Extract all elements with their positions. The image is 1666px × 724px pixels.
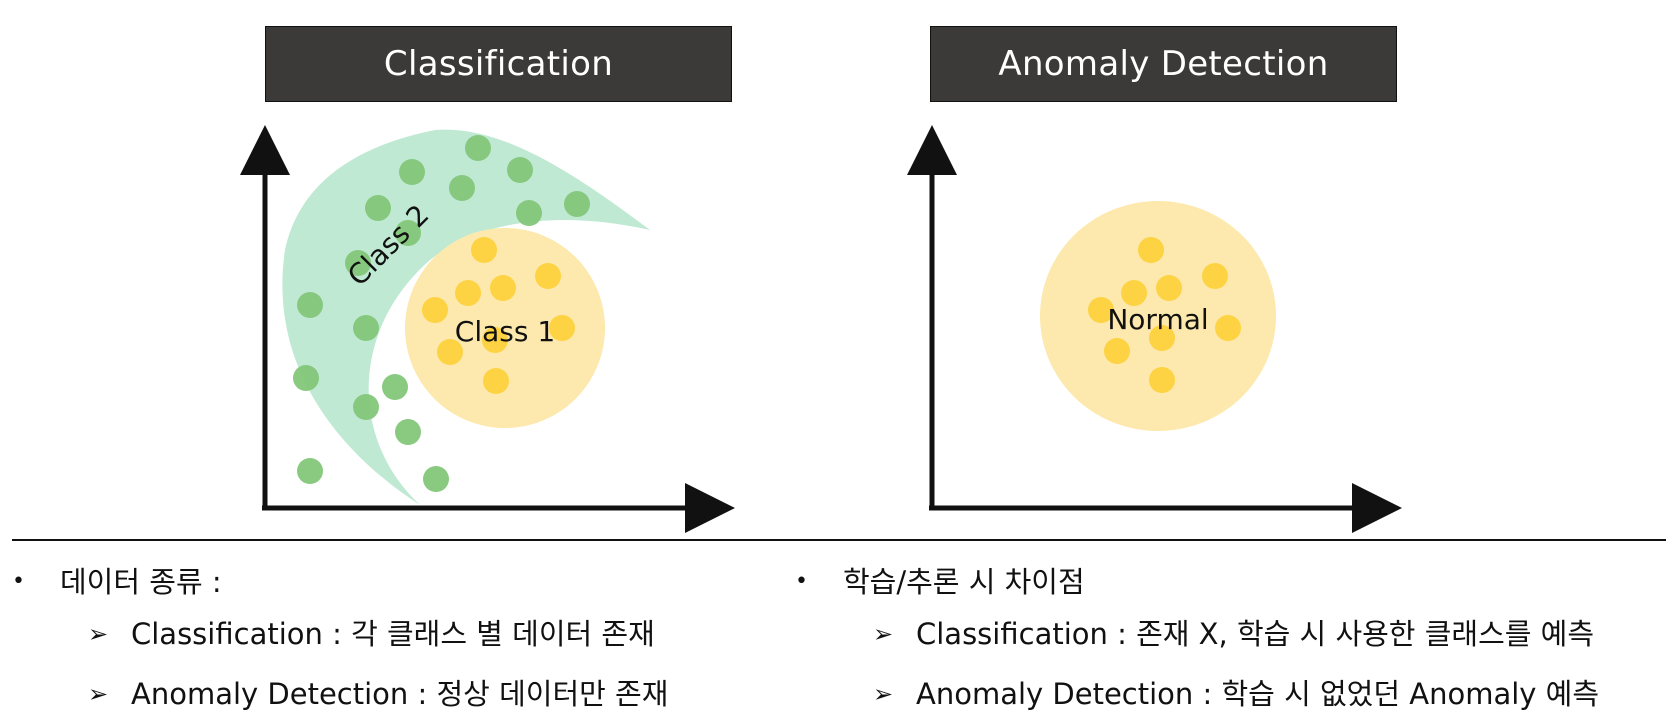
class2-point [293,365,319,391]
normal-point [1088,297,1114,323]
arrow-bullet-icon: ➢ [88,620,109,648]
class2-point [423,466,449,492]
class2-point [449,175,475,201]
class2-point [516,200,542,226]
class2-crescent-region [282,129,650,505]
class1-point [437,339,463,365]
normal-points [1088,237,1241,393]
class2-point [345,250,371,276]
class1-point [471,237,497,263]
normal-point [1215,315,1241,341]
section-divider [12,539,1666,541]
normal-label: Normal [1107,303,1208,336]
sub-item-text: Anomaly Detection : 학습 시 없었던 Anomaly 예측 [916,676,1600,711]
class2-point [365,195,391,221]
heading-text: 학습/추론 시 차이점 [843,564,1085,599]
class2-point [399,159,425,185]
normal-point [1202,263,1228,289]
anomaly-detection-title: Anomaly Detection [930,26,1397,102]
class2-point [465,135,491,161]
normal-region [1040,201,1276,431]
class2-point [507,157,533,183]
normal-point [1156,275,1182,301]
normal-point [1104,338,1130,364]
class1-points [422,237,575,394]
bullet-dot: • [12,569,25,594]
class1-point [490,275,516,301]
class1-point [422,297,448,323]
data-types-notes: • 데이터 종류 : ➢ Classification : 각 클래스 별 데이… [12,560,668,724]
anomaly-detection-plot: Normal [907,125,1402,533]
arrow-bullet-icon: ➢ [873,620,894,648]
class1-point [549,315,575,341]
class2-points [293,135,590,492]
class2-point [353,315,379,341]
classification-plot: Class 1 Class 2 [240,125,735,533]
class1-point [455,280,481,306]
class2-point [395,419,421,445]
class2-point [297,292,323,318]
sub-item-text: Classification : 존재 X, 학습 시 사용한 클래스를 예측 [916,616,1595,651]
bullet-dot: • [795,569,808,594]
arrow-bullet-icon: ➢ [88,680,109,708]
class1-point [483,368,509,394]
normal-point [1149,325,1175,351]
sub-item-text: Anomaly Detection : 정상 데이터만 존재 [131,676,669,711]
bullet-heading: • 학습/추론 시 차이점 [795,560,1599,604]
class2-point [395,220,421,246]
class2-point [564,191,590,217]
arrow-bullet-icon: ➢ [873,680,894,708]
sub-item: ➢ Anomaly Detection : 학습 시 없었던 Anomaly 예… [795,664,1599,724]
class2-point [382,374,408,400]
normal-point [1138,237,1164,263]
train-inference-notes: • 학습/추론 시 차이점 ➢ Classification : 존재 X, 학… [795,560,1599,724]
class1-label: Class 1 [455,315,555,348]
class2-point [297,458,323,484]
class2-point [353,394,379,420]
class1-point [535,263,561,289]
class1-point [482,327,508,353]
normal-point [1121,280,1147,306]
normal-point [1149,367,1175,393]
sub-item: ➢ Anomaly Detection : 정상 데이터만 존재 [12,664,668,724]
classification-title: Classification [265,26,732,102]
heading-text: 데이터 종류 : [60,564,222,599]
bullet-heading: • 데이터 종류 : [12,560,668,604]
sub-item: ➢ Classification : 각 클래스 별 데이터 존재 [12,604,668,664]
sub-item: ➢ Classification : 존재 X, 학습 시 사용한 클래스를 예… [795,604,1599,664]
sub-item-text: Classification : 각 클래스 별 데이터 존재 [131,616,655,651]
